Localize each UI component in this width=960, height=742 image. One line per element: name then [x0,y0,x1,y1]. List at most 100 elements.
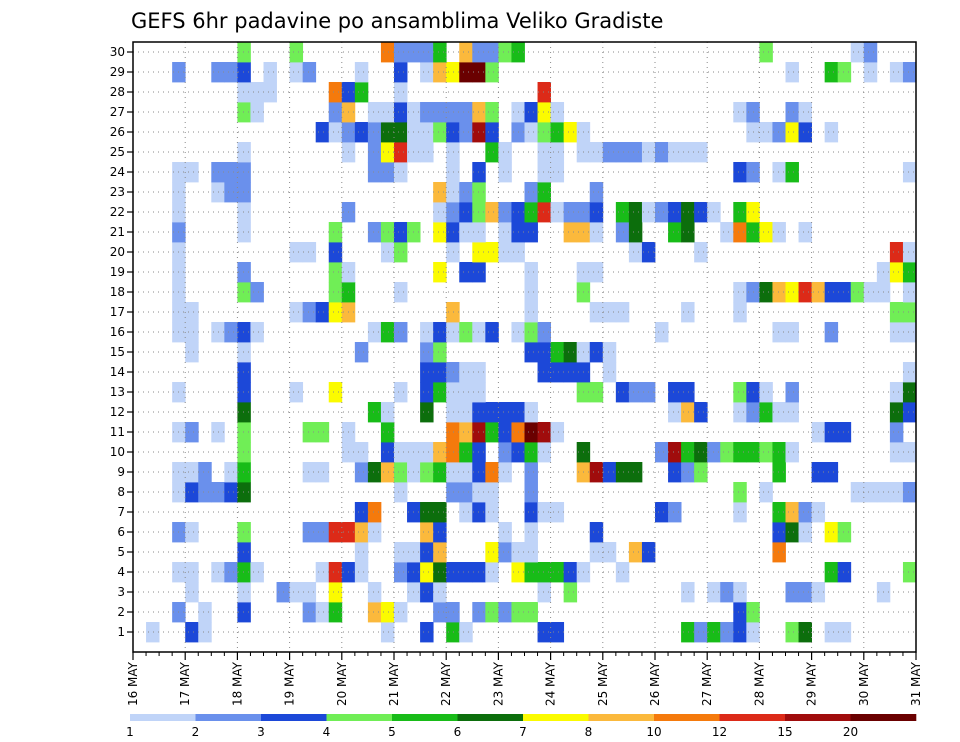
heatmap-cell [615,382,630,403]
heatmap-cell [668,382,682,403]
heatmap-cell [524,522,538,543]
heatmap-cell [668,462,682,483]
heatmap-cell [237,262,251,283]
heatmap-cell [681,582,695,603]
heatmap-cell [902,442,917,463]
heatmap-cell [446,222,460,243]
y-tick-label: 12 [110,405,125,419]
heatmap-cell [863,482,878,503]
heatmap-cell [485,562,499,583]
heatmap-cell [302,242,317,263]
heatmap-cell [537,582,551,603]
heatmap-cell [367,222,382,243]
heatmap-cell [902,322,917,343]
heatmap-cell [902,382,917,403]
heatmap-cell [433,522,447,543]
heatmap-cell [550,422,565,443]
heatmap-cell [420,122,434,143]
heatmap-cell [772,402,786,423]
heatmap-cell [694,242,708,263]
y-tick-label: 25 [110,145,125,159]
heatmap-cell [589,542,604,563]
heatmap-cell [420,362,434,383]
heatmap-cell [237,522,251,543]
heatmap-cell [380,462,395,483]
y-tick-label: 13 [110,385,125,399]
heatmap-cell [420,102,434,123]
heatmap-cell [328,562,343,583]
heatmap-cell [733,402,747,423]
heatmap-cell [889,62,904,83]
heatmap-cell [354,82,369,103]
heatmap-cell [420,402,434,423]
colorbar-label: 4 [323,725,331,739]
heatmap-cell [902,242,917,263]
heatmap-cell [485,62,499,83]
heatmap-cell [446,302,460,323]
heatmap-cell [602,462,617,483]
heatmap-cell [328,122,343,143]
colorbar-swatch [195,714,262,721]
colorbar-swatch [588,714,655,721]
heatmap-cell [459,622,473,643]
heatmap-cell [485,242,499,263]
heatmap-cell [472,502,486,523]
heatmap-cell [185,482,199,503]
heatmap-cell [798,622,812,643]
heatmap-cell [524,102,538,123]
heatmap-cell [537,102,551,123]
heatmap-cell [302,522,317,543]
heatmap-cell [472,602,486,623]
x-tick-label: 25 MAY [596,661,610,706]
heatmap-cell [433,42,447,63]
heatmap-cell [237,342,251,363]
heatmap-cell [420,622,434,643]
heatmap-cell [615,202,630,223]
heatmap-cell [302,582,317,603]
heatmap-cell [485,402,499,423]
heatmap-cell [798,282,812,303]
heatmap-cell [380,402,395,423]
heatmap-cell [459,62,473,83]
colorbar-label: 7 [519,725,527,739]
heatmap-cell [537,442,551,463]
colorbar-label: 5 [388,725,396,739]
colorbar-swatch [523,714,589,721]
heatmap-cell [655,322,669,343]
heatmap-cell [837,282,852,303]
heatmap-cell [472,442,486,463]
heatmap-cell [720,622,734,643]
heatmap-cell [433,462,447,483]
heatmap-cell [420,502,434,523]
heatmap-cell [433,562,447,583]
heatmap-cell [446,322,460,343]
heatmap-cell [263,62,277,83]
heatmap-cell [394,162,408,183]
heatmap-cell [394,122,408,143]
heatmap-cell [380,602,395,623]
heatmap-cell [733,482,747,503]
heatmap-cell [420,322,434,343]
heatmap-cell [420,582,434,603]
heatmap-cell [733,622,747,643]
heatmap-cell [498,602,512,623]
heatmap-cell [394,442,408,463]
heatmap-cell [459,262,473,283]
heatmap-cell [185,162,199,183]
heatmap-cell [589,222,604,243]
heatmap-cell [733,162,747,183]
heatmap-cell [446,202,460,223]
heatmap-cell [328,262,343,283]
heatmap-cell [889,482,904,503]
heatmap-cell [237,182,251,203]
heatmap-cell [537,422,551,443]
heatmap-cells [146,42,917,643]
heatmap-cell [733,202,747,223]
heatmap-cell [720,582,734,603]
heatmap-cell [472,262,486,283]
heatmap-cell [328,522,343,543]
colorbar-swatch [654,714,720,721]
y-tick-label: 30 [110,45,125,59]
heatmap-cell [394,542,408,563]
colorbar-label: 8 [585,725,593,739]
